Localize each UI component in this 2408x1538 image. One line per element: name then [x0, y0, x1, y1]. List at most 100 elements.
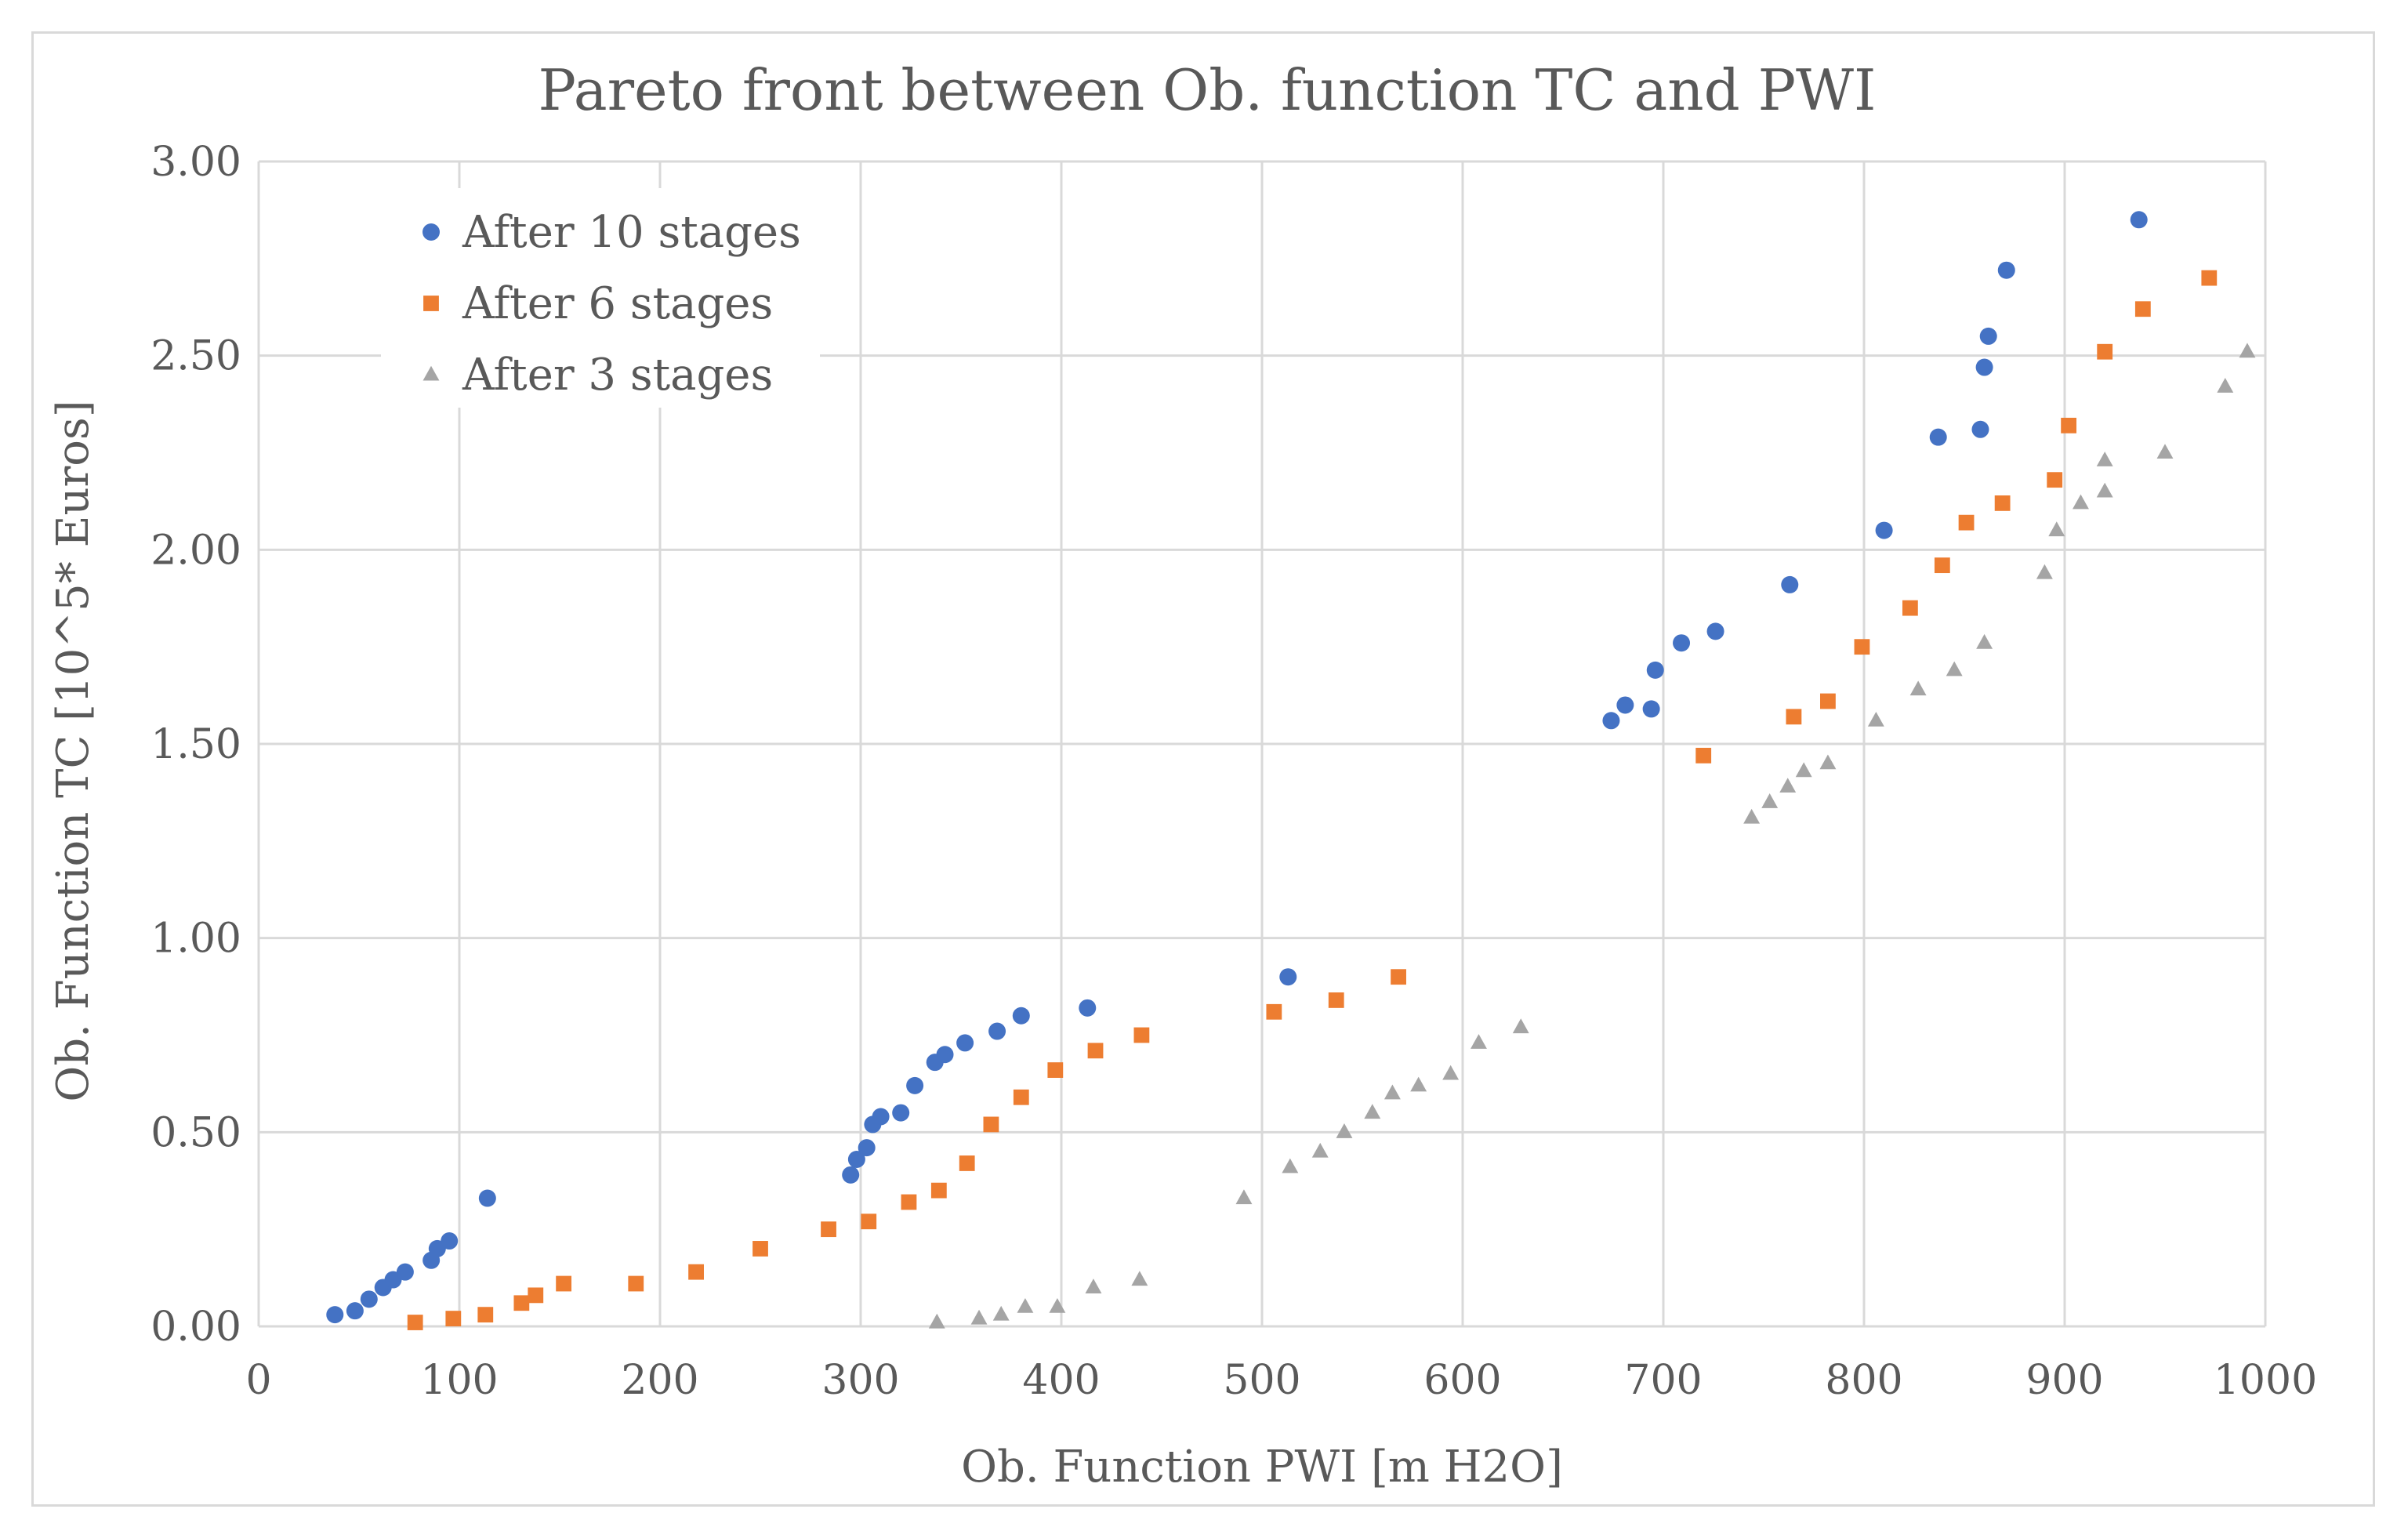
data-point	[1364, 1104, 1381, 1119]
data-point	[892, 1104, 910, 1122]
data-point	[1328, 992, 1344, 1008]
data-point	[1779, 778, 1797, 793]
legend-label-2: After 6 stages	[462, 278, 773, 329]
data-point	[1929, 428, 1947, 446]
data-point	[1795, 762, 1812, 778]
data-point	[628, 1275, 644, 1292]
y-tick-label: 0.00	[150, 1304, 241, 1351]
data-point	[2096, 482, 2113, 498]
y-axis-title: Ob. Function TC [10^5* Euros]	[48, 400, 99, 1101]
x-tick-label: 400	[1022, 1357, 1100, 1404]
data-point	[1743, 808, 1761, 824]
data-point	[1133, 1027, 1150, 1043]
data-point	[1410, 1076, 1427, 1092]
data-point	[1695, 747, 1712, 764]
data-point	[861, 1213, 877, 1230]
data-point	[441, 1232, 459, 1250]
data-point	[2217, 378, 2234, 393]
data-point	[1384, 1084, 1401, 1100]
data-point	[2134, 301, 2151, 317]
data-point	[2130, 211, 2148, 229]
data-point	[360, 1290, 378, 1308]
data-point	[1512, 1018, 1529, 1034]
data-point	[1706, 622, 1724, 640]
data-point	[1673, 634, 1691, 652]
data-point	[1761, 793, 1779, 808]
x-axis-title: Ob. Function PWI [m H2O]	[961, 1442, 1563, 1493]
series-2	[407, 270, 2218, 1330]
data-point	[1085, 1279, 1102, 1293]
data-point	[1079, 999, 1097, 1017]
y-tick-label: 1.50	[150, 721, 241, 768]
data-point	[688, 1264, 704, 1280]
legend-marker-1	[422, 223, 440, 241]
data-point	[1131, 1271, 1148, 1286]
data-point	[346, 1302, 364, 1320]
x-tick-label: 700	[1624, 1357, 1702, 1404]
data-point	[906, 1076, 924, 1094]
data-point	[1781, 575, 1799, 593]
legend-label-3: After 3 stages	[462, 350, 773, 401]
data-point	[1047, 1062, 1064, 1078]
data-point	[842, 1166, 860, 1184]
data-point	[970, 1309, 988, 1325]
data-point	[1819, 754, 1837, 770]
data-point	[2073, 494, 2089, 510]
data-point	[1049, 1297, 1066, 1313]
data-point	[2036, 564, 2053, 579]
y-tick-label: 3.00	[150, 139, 241, 186]
data-point	[1902, 600, 1918, 616]
data-point	[1087, 1043, 1104, 1059]
data-point	[928, 1313, 945, 1329]
data-point	[1934, 557, 1950, 574]
data-point	[445, 1311, 462, 1326]
data-point	[1994, 495, 2011, 511]
data-point	[983, 1116, 999, 1133]
x-tick-label: 300	[821, 1357, 899, 1404]
data-point	[930, 1182, 947, 1199]
data-point	[1976, 633, 1993, 649]
data-point	[528, 1287, 544, 1304]
data-point	[821, 1221, 836, 1238]
data-point	[2156, 444, 2174, 459]
data-point	[959, 1155, 975, 1171]
data-point	[1854, 639, 1870, 655]
data-point	[1646, 661, 1664, 679]
data-point	[2201, 270, 2218, 286]
x-tick-label: 500	[1223, 1357, 1300, 1404]
data-point	[1909, 680, 1927, 696]
data-point	[2097, 343, 2113, 360]
data-point	[396, 1263, 414, 1281]
data-point	[1336, 1123, 1353, 1138]
data-point	[1958, 514, 1975, 531]
data-point	[2239, 343, 2256, 358]
data-point	[1979, 327, 1997, 345]
data-points	[326, 211, 2256, 1330]
series-3	[928, 343, 2256, 1329]
data-point	[1997, 261, 2015, 279]
data-point	[988, 1022, 1006, 1040]
data-point	[1012, 1007, 1030, 1025]
x-tick-label: 0	[245, 1357, 271, 1404]
legend-marker-2	[423, 296, 439, 311]
data-point	[1013, 1089, 1029, 1105]
x-tick-labels: 0 100 200 300 400 500 600 700 800 900 1000	[245, 1357, 2317, 1404]
data-point	[477, 1307, 494, 1323]
data-point	[992, 1305, 1010, 1321]
data-point	[1642, 700, 1660, 718]
x-tick-label: 1000	[2214, 1357, 2317, 1404]
data-point	[1786, 709, 1802, 725]
data-point	[1391, 969, 1406, 985]
chart-title: Pareto front between Ob. function TC and…	[538, 57, 1876, 123]
y-tick-label: 1.00	[150, 916, 241, 963]
legend-background	[381, 188, 820, 408]
legend-marker-3	[422, 365, 440, 381]
data-point	[2047, 472, 2063, 488]
data-point	[1471, 1034, 1487, 1049]
data-point	[556, 1275, 572, 1292]
data-point	[478, 1189, 496, 1207]
data-point	[1875, 521, 1893, 539]
y-tick-label: 2.50	[150, 333, 241, 380]
data-point	[752, 1241, 768, 1257]
data-point	[1616, 696, 1634, 714]
